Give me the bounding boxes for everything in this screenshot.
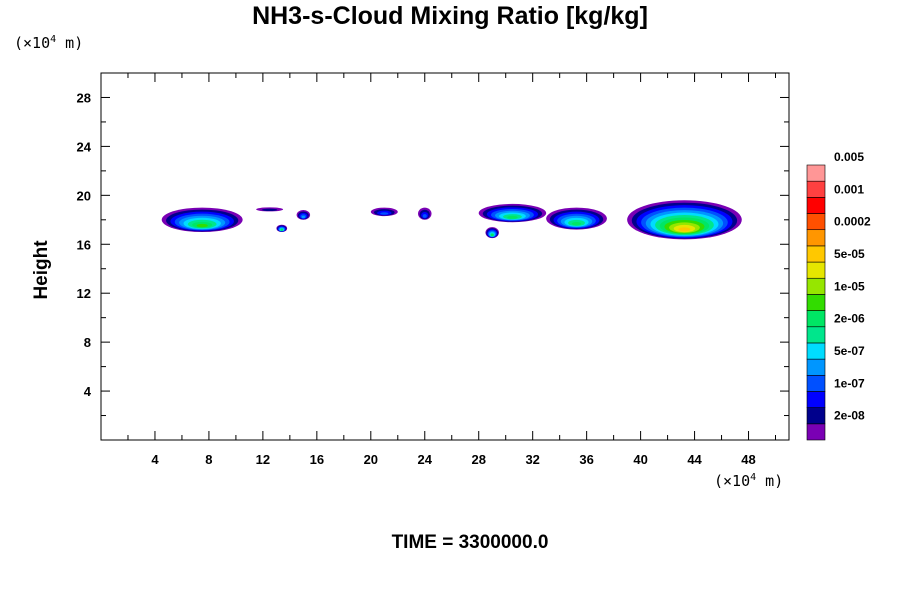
cloud-cell [196, 223, 208, 228]
colorbar-label: 0.001 [834, 182, 864, 196]
colorbar-swatch [806, 374, 826, 392]
x-tick-label: 28 [471, 452, 485, 467]
colorbar-swatch [806, 213, 826, 231]
cloud-cell [262, 208, 278, 212]
colorbar-label: 0.005 [834, 150, 864, 164]
colorbar-label: 1e-05 [834, 279, 865, 293]
y-tick-label: 28 [77, 90, 91, 105]
colorbar-swatch [806, 164, 826, 182]
x-tick-label: 16 [310, 452, 324, 467]
x-tick-label: 12 [256, 452, 270, 467]
colorbar-swatch [806, 294, 826, 311]
colorbar-swatch [806, 229, 826, 247]
y-tick-label: 16 [77, 237, 91, 252]
cloud-cell [678, 227, 691, 232]
colorbar-label: 5e-05 [834, 247, 865, 261]
colorbar-swatch [806, 245, 826, 263]
colorbar-swatch [806, 423, 826, 441]
x-tick-label: 4 [151, 452, 159, 467]
colorbar-label: 1e-07 [834, 376, 865, 390]
x-tick-label: 44 [687, 452, 702, 467]
x-tick-label: 40 [633, 452, 647, 467]
time-label: TIME = 3300000.0 [391, 532, 549, 553]
colorbar-swatch [806, 407, 826, 425]
colorbar-label: 0.0002 [834, 215, 871, 229]
colorbar-swatch [806, 391, 826, 408]
colorbar-swatch [806, 358, 826, 376]
y-tick-label: 4 [84, 384, 92, 399]
cloud-cell [280, 228, 283, 231]
cloud-cell [571, 221, 582, 226]
cloud-cell [507, 215, 518, 219]
colorbar-swatch [806, 310, 826, 328]
y-tick-label: 12 [77, 286, 91, 301]
y-tick-label: 8 [84, 335, 91, 350]
x-tick-label: 32 [525, 452, 539, 467]
colorbar-swatch [806, 277, 826, 295]
colorbar-label: 2e-06 [834, 312, 865, 326]
plot-frame [100, 72, 790, 441]
x-axis-unit: (×104 m) [714, 472, 784, 490]
cloud-cell [491, 233, 494, 237]
colorbar-label: 5e-07 [834, 344, 865, 358]
x-tick-label: 36 [579, 452, 593, 467]
x-tick-label: 20 [364, 452, 378, 467]
colorbar-swatch [806, 326, 826, 344]
chart-title: NH3-s-Cloud Mixing Ratio [kg/kg] [252, 2, 648, 30]
y-tick-label: 24 [77, 139, 92, 154]
cloud-cell [422, 214, 427, 218]
y-axis-unit: (×104 m) [14, 34, 84, 52]
colorbar-swatch [806, 342, 826, 360]
x-tick-label: 8 [205, 452, 212, 467]
cloud-cell [301, 215, 306, 219]
cloud-cell [380, 212, 389, 215]
x-tick-label: 48 [741, 452, 755, 467]
y-tick-label: 20 [77, 188, 91, 203]
colorbar-label: 2e-08 [834, 409, 865, 423]
x-tick-label: 24 [418, 452, 433, 467]
colorbar-swatch [806, 180, 826, 198]
colorbar-swatch [806, 261, 826, 279]
colorbar-swatch [806, 197, 826, 214]
